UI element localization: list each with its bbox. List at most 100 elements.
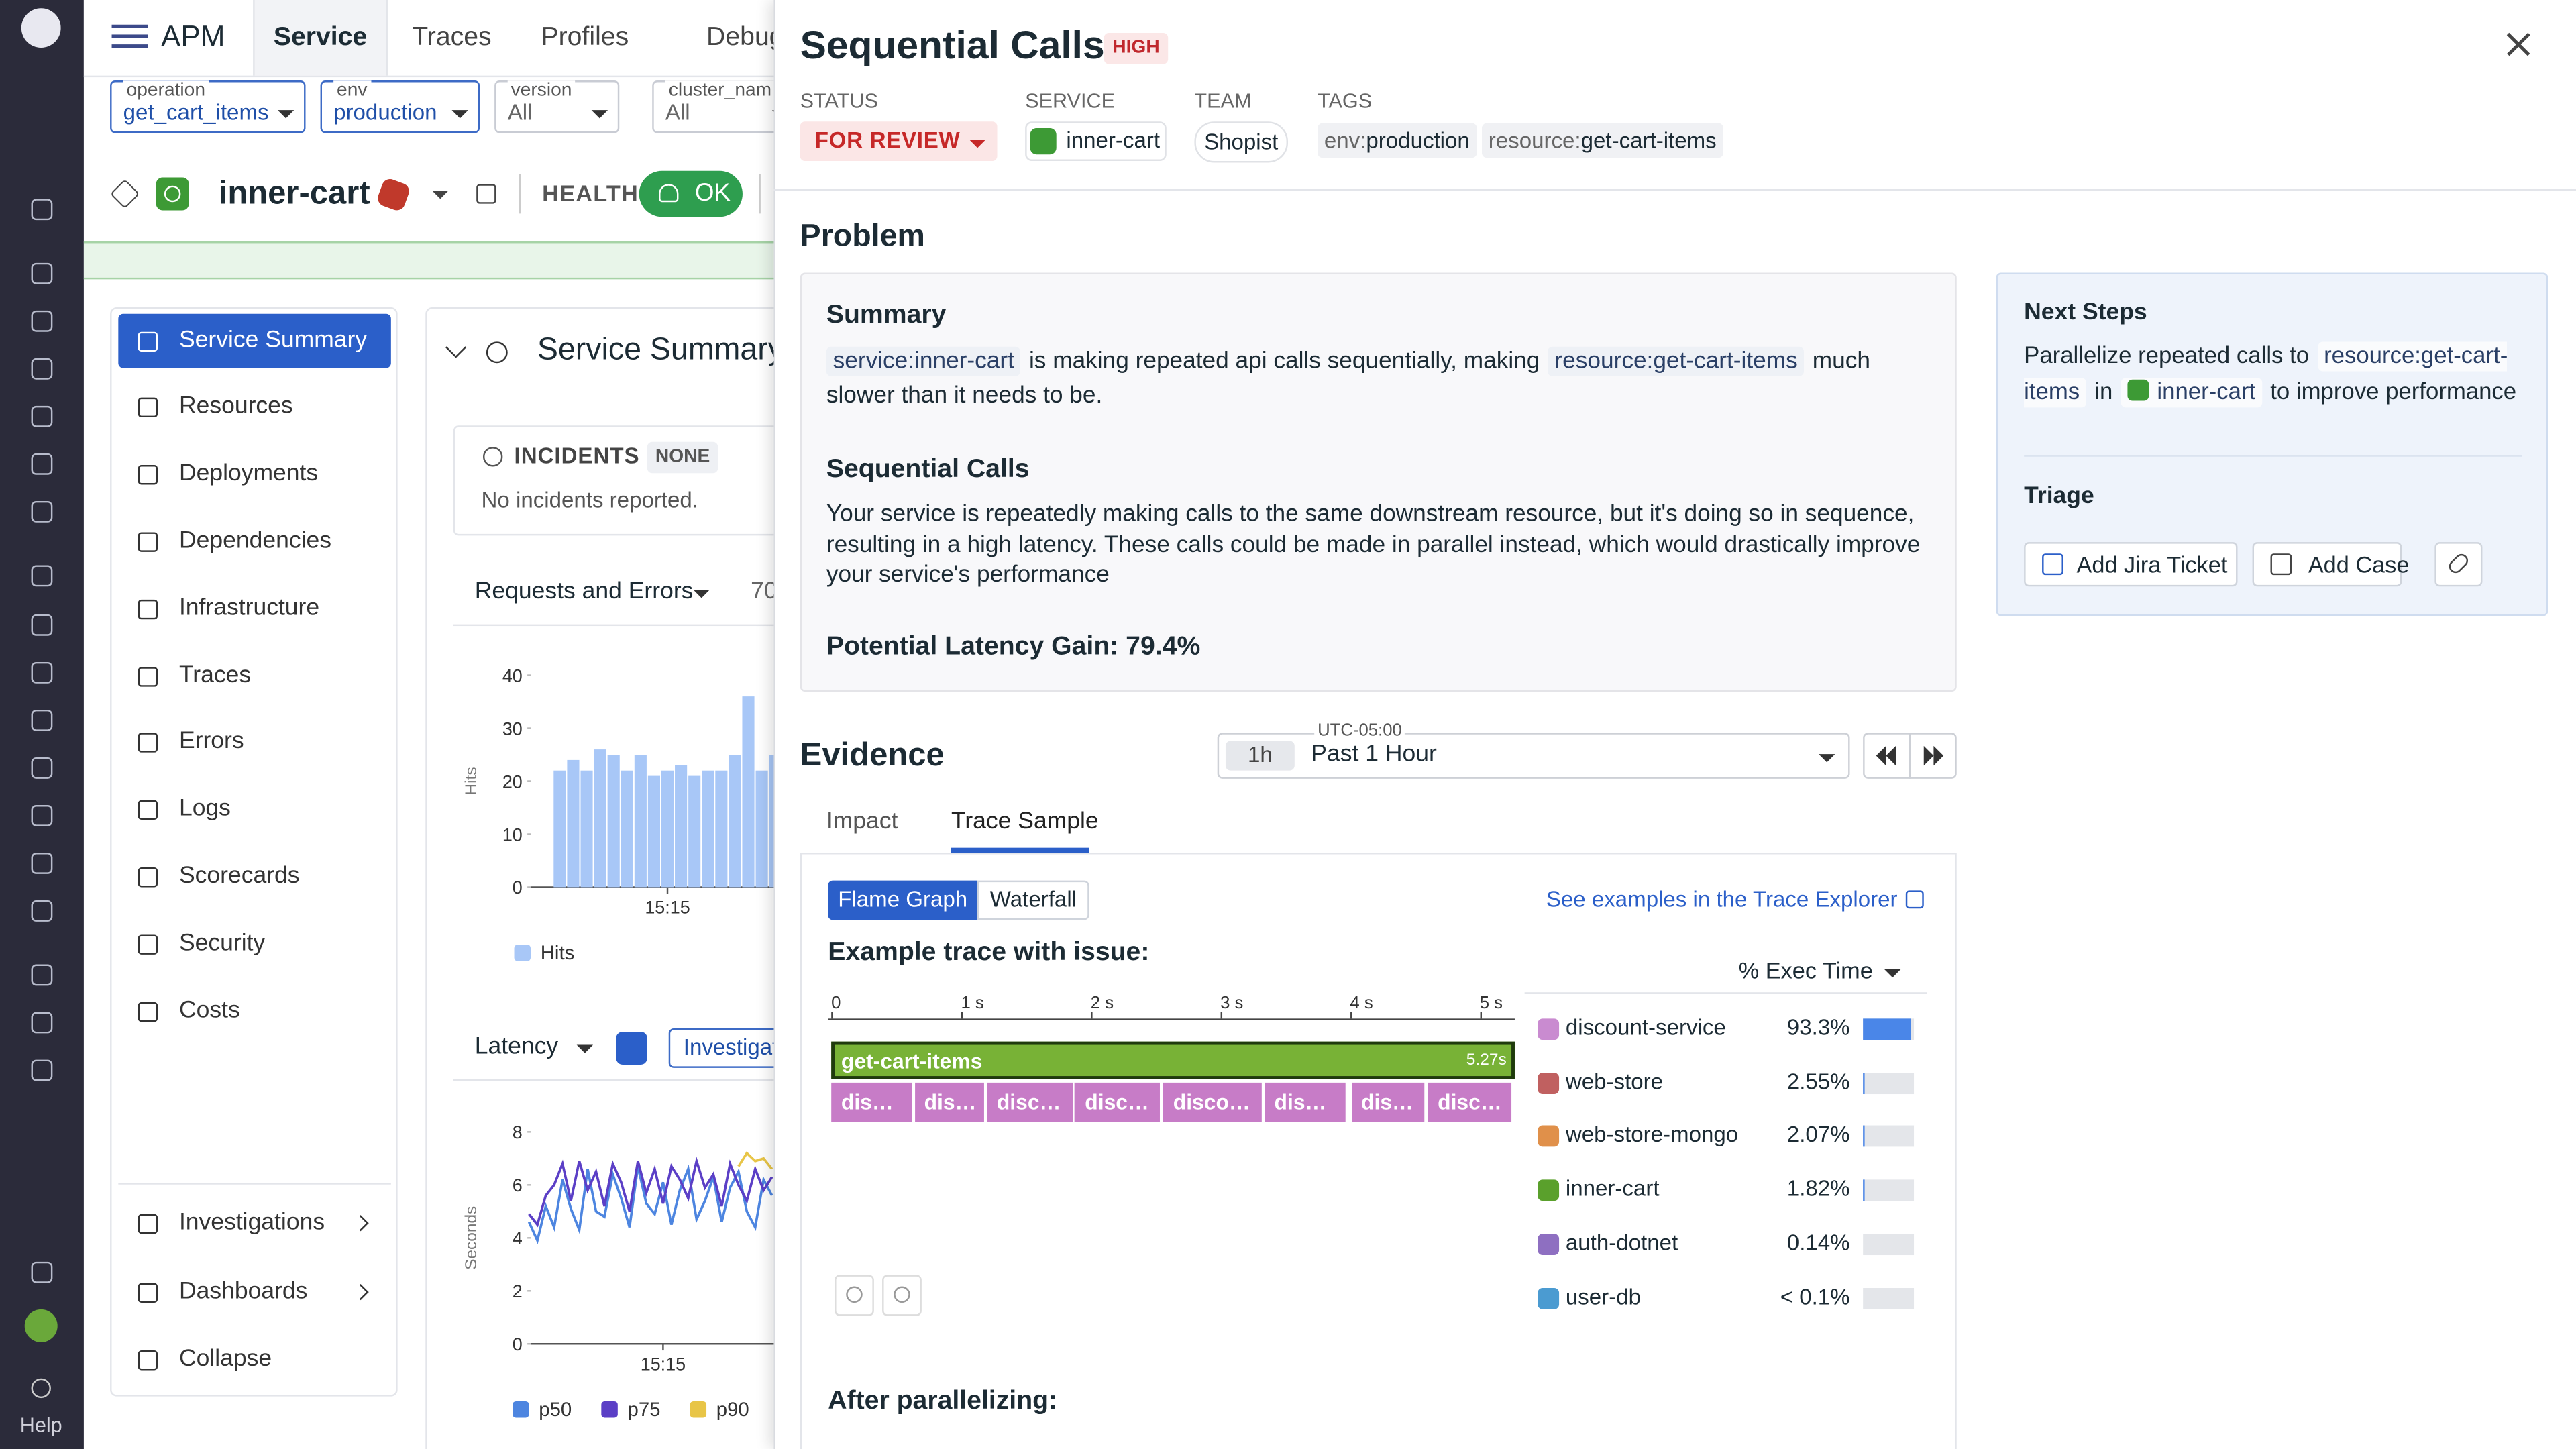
span[interactable]: dis…	[1351, 1082, 1424, 1122]
bar	[580, 770, 593, 888]
span[interactable]: dis…	[831, 1082, 912, 1122]
nav-tab[interactable]: Service	[273, 23, 368, 52]
y-tick-label: 6	[513, 1175, 523, 1195]
span-label: dis…	[841, 1089, 894, 1114]
legend-swatch	[601, 1401, 618, 1418]
tick-mark	[831, 1012, 833, 1019]
legend-swatch	[690, 1401, 707, 1418]
charts: 0 10 20 30 40 Hits 15:15 Hits 0 2 4 6 8 Seconds 15:15 p…	[462, 665, 774, 1421]
flame-axis	[828, 1018, 1515, 1020]
zoom-in[interactable]	[882, 1275, 922, 1316]
menu-item[interactable]: Costs	[178, 997, 240, 1024]
sidebar-icon	[30, 851, 52, 873]
legend-label: p50	[539, 1399, 572, 1421]
timezone: UTC-05:00	[1314, 720, 1405, 741]
nav-tab[interactable]: Traces	[412, 23, 492, 52]
bar	[661, 770, 674, 888]
menu-item[interactable]: Logs	[178, 796, 231, 822]
link-button[interactable]	[2434, 542, 2483, 587]
span[interactable]	[831, 1041, 1515, 1079]
tab[interactable]: Impact	[826, 808, 898, 835]
sidebar-icon	[30, 198, 52, 219]
span[interactable]: disc…	[987, 1082, 1073, 1122]
view-toggle-active[interactable]	[828, 880, 978, 920]
action-button[interactable]	[2024, 542, 2238, 587]
x-tick-label: 15:15	[645, 898, 690, 918]
span[interactable]: dis…	[914, 1082, 985, 1122]
span[interactable]: dis…	[1264, 1082, 1346, 1122]
exec-header[interactable]: % Exec Time	[1738, 957, 1873, 983]
menu-item[interactable]: Investigations	[178, 1210, 325, 1236]
service-chip-icon	[2127, 378, 2149, 400]
x-tick-label: 4 s	[1350, 993, 1373, 1014]
view-toggle[interactable]	[977, 880, 1089, 920]
menu-item[interactable]: Errors	[178, 729, 244, 755]
tick-mark	[1350, 1012, 1352, 1019]
exec-percent: 1.82%	[1786, 1176, 1850, 1201]
span[interactable]: disco…	[1163, 1082, 1262, 1122]
explorer-link[interactable]: See examples in the Trace Explorer	[1546, 887, 1898, 912]
zoom-out[interactable]	[835, 1275, 874, 1316]
tab-divider	[800, 853, 1957, 855]
menu-item[interactable]: Security	[178, 930, 266, 957]
status-select[interactable]	[800, 121, 998, 161]
select-underline	[453, 624, 782, 627]
tag-value: get-cart-items	[1580, 128, 1717, 153]
bar	[688, 775, 701, 888]
filter-label: operation	[123, 80, 209, 104]
time-select[interactable]	[1217, 733, 1850, 779]
button-label: Add Jira Ticket	[2076, 550, 2228, 577]
filter-label: cluster_nam	[665, 80, 775, 104]
tag-key: resource:	[1488, 128, 1581, 153]
span[interactable]: disc…	[1428, 1082, 1513, 1122]
bar	[742, 696, 755, 888]
severity-label: HIGH	[1112, 37, 1160, 57]
menu-item[interactable]: Resources	[178, 393, 293, 420]
action-button[interactable]	[2252, 542, 2402, 587]
caret	[1884, 969, 1901, 978]
span[interactable]: disc…	[1075, 1082, 1160, 1122]
logo[interactable]	[21, 8, 61, 48]
exec-bar-track	[1863, 1233, 1915, 1255]
span-label: dis…	[924, 1089, 977, 1114]
metric-select[interactable]: Requests and Errors	[474, 578, 694, 605]
legend-label: p75	[628, 1399, 661, 1421]
x-tick-label: 3 s	[1220, 993, 1244, 1014]
caret	[451, 110, 468, 119]
span-duration: 5.27s	[1466, 1051, 1507, 1070]
health-pill[interactable]	[639, 170, 743, 217]
caret	[591, 110, 608, 119]
help-label[interactable]: Help	[19, 1413, 62, 1437]
span-label: disc…	[1438, 1089, 1502, 1114]
user-avatar[interactable]	[24, 1309, 58, 1342]
help-icon[interactable]	[31, 1378, 51, 1399]
menu-item[interactable]: Dashboards	[178, 1279, 308, 1305]
menu-item[interactable]: Traces	[178, 661, 252, 688]
menu-item[interactable]: Collapse	[178, 1346, 272, 1373]
bar	[729, 755, 741, 888]
y-tick-label: 10	[502, 824, 523, 845]
span-label: disco…	[1173, 1089, 1250, 1114]
text: Parallelize repeated calls to	[2024, 343, 2310, 370]
tag-value: production	[1366, 128, 1470, 153]
tab[interactable]: Trace Sample	[951, 808, 1099, 835]
menu-icon	[138, 666, 158, 686]
menu-item[interactable]: Scorecards	[178, 863, 300, 890]
menu-item[interactable]: Deployments	[178, 460, 319, 487]
bar	[715, 770, 728, 888]
paragraph: Your service is repeatedly making calls …	[826, 499, 1924, 590]
tick-mark	[961, 1012, 963, 1019]
insight-button[interactable]	[616, 1031, 647, 1065]
menu-item[interactable]: Infrastructure	[178, 594, 320, 621]
menu-item[interactable]: Service Summary	[178, 326, 368, 354]
caret	[576, 1044, 594, 1053]
exec-bar-track	[1863, 1126, 1915, 1148]
subheading: After parallelizing:	[828, 1387, 1058, 1415]
exec-percent: 0.14%	[1786, 1230, 1850, 1255]
latency-select[interactable]: Latency	[474, 1034, 559, 1061]
divider	[759, 174, 761, 214]
menu-item[interactable]: Dependencies	[178, 527, 332, 554]
tick-mark	[1479, 1012, 1482, 1019]
health-strip	[83, 241, 774, 280]
nav-tab[interactable]: Profiles	[541, 23, 629, 52]
